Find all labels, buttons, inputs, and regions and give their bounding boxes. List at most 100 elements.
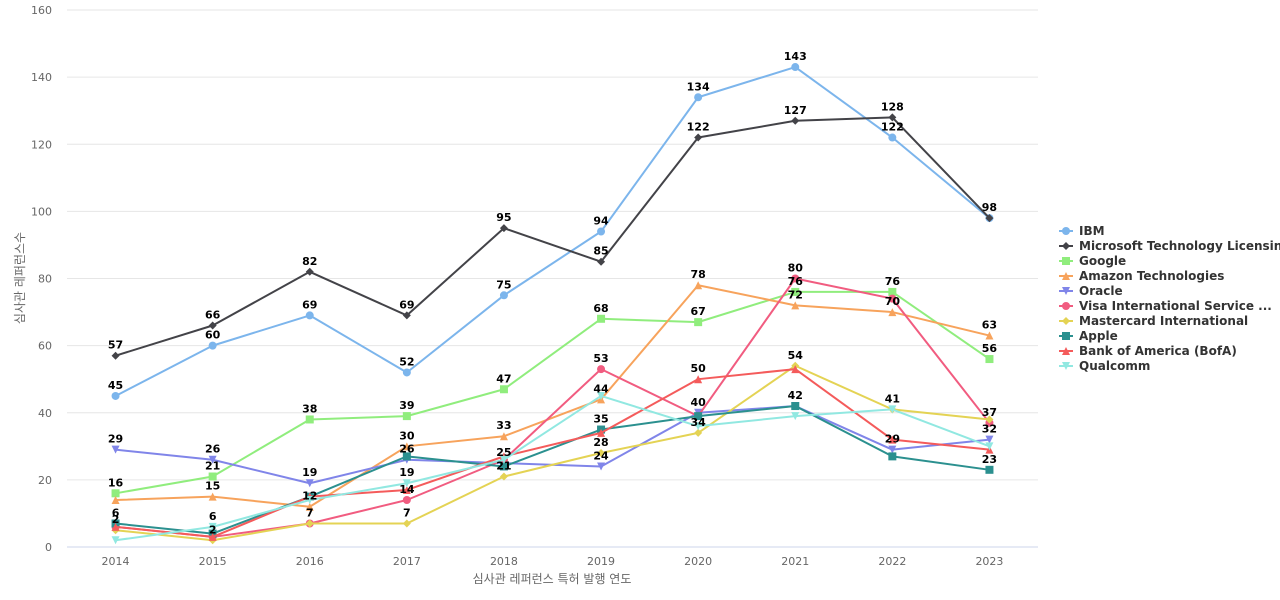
data-label: 2	[209, 523, 217, 536]
legend-marker	[1062, 317, 1070, 325]
data-label: 95	[496, 211, 511, 224]
series-9	[111, 391, 994, 545]
data-point	[402, 412, 411, 421]
data-label: 122	[687, 121, 710, 134]
data-label: 82	[302, 255, 317, 268]
data-label: 78	[690, 268, 705, 281]
data-label: 29	[885, 433, 900, 446]
data-label: 26	[205, 443, 221, 456]
data-label: 7	[403, 507, 411, 520]
legend-item[interactable]: Mastercard International	[1059, 314, 1248, 328]
data-point	[985, 465, 994, 474]
data-point	[402, 496, 411, 505]
data-label: 23	[982, 453, 997, 466]
legend-marker	[1062, 242, 1070, 250]
x-tick-label: 2014	[102, 555, 130, 568]
legend-item[interactable]: Google	[1059, 254, 1126, 268]
legend-item[interactable]: Oracle	[1059, 284, 1123, 298]
data-label: 21	[205, 460, 220, 473]
data-point	[208, 492, 217, 501]
data-point	[208, 455, 217, 464]
data-label: 66	[205, 308, 221, 321]
data-label: 14	[399, 483, 415, 496]
legend-marker	[1062, 227, 1070, 235]
legend-item[interactable]: Amazon Technologies	[1059, 269, 1224, 283]
grid	[67, 9, 1038, 548]
data-label: 50	[690, 362, 706, 375]
series-line	[115, 394, 990, 542]
legend-label: Apple	[1079, 329, 1118, 343]
series-line	[115, 116, 991, 357]
data-point	[791, 301, 800, 310]
data-point	[791, 116, 800, 125]
data-label: 94	[593, 215, 609, 228]
data-point	[597, 314, 606, 323]
data-point	[305, 311, 314, 320]
legend-label: Mastercard International	[1079, 314, 1248, 328]
data-point	[597, 257, 606, 266]
data-point	[791, 274, 800, 283]
data-label: 122	[881, 121, 904, 134]
data-point	[305, 496, 314, 505]
data-point	[888, 445, 897, 454]
series-0	[111, 63, 994, 400]
data-point	[305, 479, 314, 488]
data-point	[791, 63, 800, 72]
legend-item[interactable]: Microsoft Technology Licensing	[1059, 239, 1280, 253]
data-label: 76	[788, 275, 804, 288]
legend-item[interactable]: Bank of America (BofA)	[1059, 344, 1237, 358]
data-label: 127	[784, 104, 807, 117]
data-point	[985, 442, 994, 451]
data-point	[694, 281, 703, 290]
data-point	[111, 351, 120, 360]
data-point	[402, 311, 411, 320]
data-label: 60	[205, 329, 221, 342]
x-tick-label: 2016	[296, 555, 324, 568]
data-label: 56	[982, 342, 998, 355]
legend-item[interactable]: IBM	[1059, 224, 1105, 238]
x-tick-label: 2018	[490, 555, 518, 568]
series-line	[115, 277, 991, 538]
data-point	[111, 496, 120, 505]
data-point	[985, 435, 994, 444]
legend-label: Visa International Service ...	[1079, 299, 1272, 313]
series-group	[111, 63, 994, 545]
data-point	[694, 428, 703, 437]
legend-item[interactable]: Apple	[1059, 329, 1118, 343]
legend-marker	[1062, 287, 1070, 295]
data-label: 76	[885, 275, 901, 288]
data-point	[111, 445, 120, 454]
data-point	[499, 224, 508, 233]
y-tick-label: 100	[31, 205, 52, 218]
legend-marker	[1062, 302, 1070, 310]
data-label: 19	[399, 466, 414, 479]
data-point	[597, 449, 606, 458]
series-line	[115, 290, 991, 495]
data-label: 128	[881, 100, 904, 113]
data-label: 21	[496, 460, 511, 473]
series-line	[115, 364, 990, 542]
y-tick-label: 40	[38, 407, 52, 420]
legend-label: Oracle	[1079, 284, 1123, 298]
data-point	[111, 391, 120, 400]
data-label: 29	[108, 433, 123, 446]
series-line	[115, 66, 991, 397]
data-label: 26	[399, 443, 415, 456]
legend-item[interactable]: Visa International Service ...	[1059, 299, 1272, 313]
data-label: 134	[687, 80, 710, 93]
x-tick-label: 2021	[781, 555, 809, 568]
series-8	[111, 365, 994, 541]
legend-label: Bank of America (BofA)	[1079, 344, 1237, 358]
y-tick-label: 0	[45, 541, 52, 554]
data-label: 67	[690, 305, 705, 318]
y-tick-label: 20	[38, 474, 52, 487]
x-tick-label: 2022	[878, 555, 906, 568]
data-label: 69	[302, 298, 317, 311]
legend-item[interactable]: Qualcomm	[1059, 359, 1150, 373]
data-label: 52	[399, 355, 414, 368]
axes: 0 20 40 60 80 100 120 140 160 2014 2015 2016 2017 201…	[31, 4, 1038, 568]
data-point	[694, 375, 703, 384]
data-label: 24	[593, 449, 609, 462]
